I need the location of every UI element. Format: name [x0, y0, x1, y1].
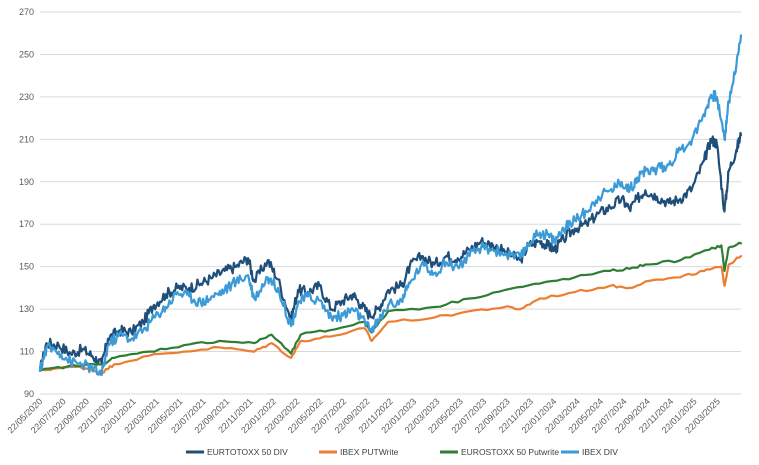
y-tick-label: 150 [19, 262, 34, 272]
legend-label: IBEX DIV [582, 447, 618, 457]
legend-item-1: EURTOTOXX 50 DIV [186, 447, 288, 457]
series-line-2 [38, 255, 743, 374]
legend-item-3: EUROSTOXX 50 Putwrite [440, 447, 559, 457]
y-tick-label: 130 [19, 304, 34, 314]
legend: EURTOTOXX 50 DIV IBEX PUTWrite EUROSTOXX 5… [186, 447, 618, 457]
series-line-1 [38, 131, 743, 372]
gridlines [40, 11, 741, 395]
series-lines [38, 34, 743, 376]
legend-label: EURTOTOXX 50 DIV [207, 447, 288, 457]
y-tick-label: 110 [20, 347, 34, 357]
legend-label: IBEX PUTWrite [340, 447, 399, 457]
y-tick-label: 170 [19, 219, 34, 229]
y-tick-label: 190 [19, 177, 34, 187]
y-tick-label: 250 [19, 49, 34, 59]
x-axis-ticks: 22/05/202022/07/202022/09/202022/11/2020… [5, 396, 722, 435]
legend-label: EUROSTOXX 50 Putwrite [461, 447, 559, 457]
legend-item-2: IBEX PUTWrite [319, 447, 399, 457]
y-axis-ticks: 90 110 130 150 170 190 210 230 250 270 [19, 7, 34, 399]
y-tick-label: 90 [24, 389, 34, 399]
legend-item-4: IBEX DIV [561, 447, 618, 457]
series-line-4 [38, 34, 743, 376]
y-tick-label: 270 [19, 7, 34, 17]
series-line-3 [38, 241, 743, 372]
y-tick-label: 230 [19, 92, 34, 102]
y-tick-label: 210 [19, 134, 34, 144]
